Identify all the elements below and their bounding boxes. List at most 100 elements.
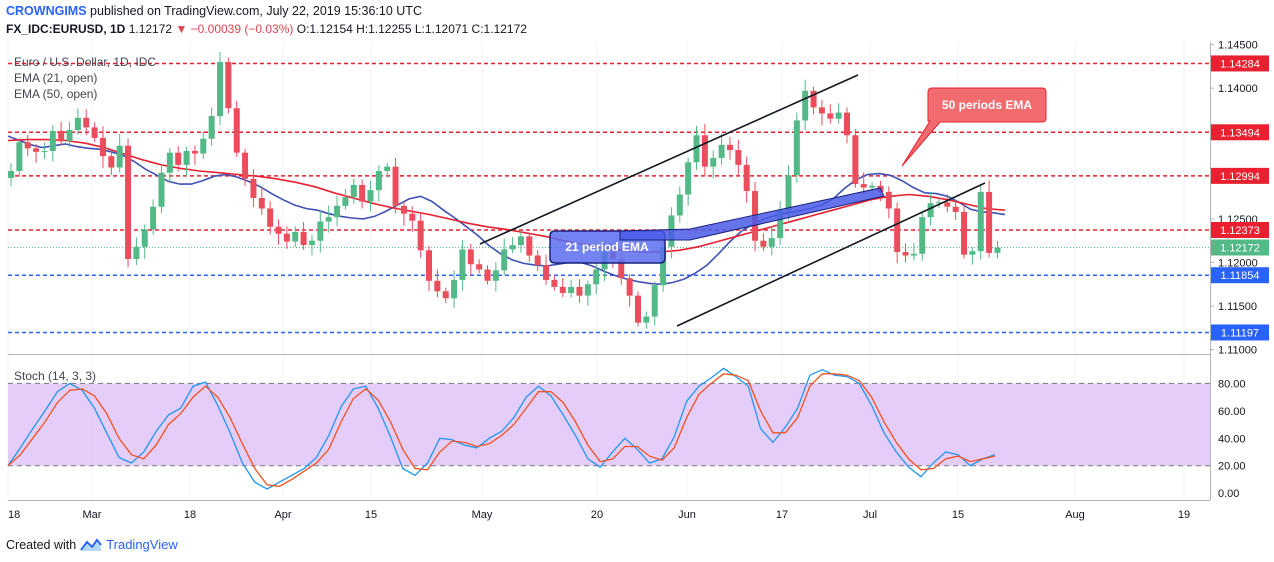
candle bbox=[217, 51, 223, 126]
candle-body bbox=[150, 206, 157, 230]
candle-body bbox=[417, 220, 424, 251]
candle bbox=[651, 281, 658, 326]
candle-body bbox=[760, 240, 767, 247]
price-axis-label: 1.14500 bbox=[1218, 40, 1258, 52]
candle-body bbox=[618, 259, 625, 279]
candle-body bbox=[777, 210, 784, 239]
candle bbox=[885, 186, 892, 219]
candle bbox=[317, 210, 324, 253]
stoch-axis-label: 40.00 bbox=[1218, 433, 1246, 445]
stoch-axis-label: 60.00 bbox=[1218, 406, 1246, 418]
candle-body bbox=[200, 138, 207, 154]
candle bbox=[125, 138, 132, 268]
candle bbox=[191, 145, 198, 165]
candle-body bbox=[191, 150, 198, 154]
candle-body bbox=[785, 175, 792, 211]
candle bbox=[894, 202, 901, 264]
candle bbox=[726, 137, 733, 160]
candle bbox=[409, 206, 416, 232]
candle bbox=[342, 188, 349, 210]
candle bbox=[551, 275, 558, 291]
candle-body bbox=[802, 90, 809, 121]
candle-body bbox=[342, 197, 349, 206]
candle-body bbox=[743, 164, 750, 192]
candle-body bbox=[233, 108, 240, 153]
candle bbox=[16, 137, 23, 177]
time-tick-label: Jul bbox=[863, 509, 877, 521]
candle-body bbox=[250, 178, 257, 198]
stoch-axis-label: 0.00 bbox=[1218, 488, 1239, 500]
candle bbox=[258, 186, 265, 215]
candle bbox=[175, 146, 182, 172]
candle-body bbox=[986, 191, 993, 253]
candle bbox=[576, 279, 583, 303]
candle-body bbox=[568, 286, 575, 293]
candle-body bbox=[910, 253, 917, 256]
time-tick-label: 19 bbox=[1178, 509, 1190, 521]
last-price-label: 1.12172 bbox=[1220, 243, 1260, 255]
candle bbox=[283, 226, 290, 249]
candle bbox=[768, 226, 775, 256]
change-readout: ▼ −0.00039 (−0.03%) bbox=[175, 22, 294, 36]
candle bbox=[225, 57, 232, 114]
resistance-level-label: 1.14284 bbox=[1220, 58, 1260, 70]
author-name[interactable]: CROWNGIMS bbox=[6, 4, 87, 18]
candle bbox=[141, 224, 148, 259]
candle-body bbox=[66, 130, 73, 142]
resistance-level-tag bbox=[1211, 167, 1269, 184]
candle bbox=[91, 122, 98, 142]
time-tick-label: 18 bbox=[184, 509, 196, 521]
candle-body bbox=[810, 90, 817, 108]
candle bbox=[451, 270, 458, 308]
time-tick-label: 20 bbox=[591, 509, 603, 521]
candle-body bbox=[384, 166, 391, 171]
tradingview-logo-icon bbox=[80, 537, 102, 551]
stoch-d-line bbox=[7, 373, 996, 487]
candle bbox=[150, 199, 157, 235]
candle bbox=[384, 163, 391, 178]
candle bbox=[944, 194, 951, 213]
candle bbox=[200, 131, 207, 160]
candle-body bbox=[919, 217, 926, 254]
candle bbox=[292, 226, 299, 248]
candle bbox=[793, 112, 800, 183]
candle-body bbox=[626, 278, 633, 296]
candle-body bbox=[367, 190, 374, 202]
footer-brand[interactable]: TradingView bbox=[106, 537, 178, 552]
candle-body bbox=[58, 130, 65, 142]
channel-lower-line bbox=[676, 182, 986, 327]
footer: Created with TradingView bbox=[6, 537, 178, 552]
candle bbox=[910, 243, 917, 261]
candle bbox=[8, 163, 14, 187]
candle-body bbox=[217, 62, 223, 117]
candle-body bbox=[543, 265, 550, 280]
time-tick-label: 17 bbox=[776, 509, 788, 521]
candle bbox=[710, 150, 717, 179]
time-tick-label: Apr bbox=[274, 509, 291, 521]
candle bbox=[375, 165, 382, 202]
candle bbox=[233, 100, 240, 157]
candle bbox=[626, 274, 633, 307]
candle-body bbox=[467, 249, 474, 265]
candle bbox=[526, 232, 533, 263]
ema50-callout-text: 50 periods EMA bbox=[942, 98, 1032, 112]
candle-body bbox=[359, 184, 366, 202]
time-tick-label: Aug bbox=[1065, 509, 1085, 521]
candle-body bbox=[325, 217, 332, 222]
candle-body bbox=[91, 127, 98, 138]
support-level-tag bbox=[1211, 324, 1269, 341]
candle-body bbox=[818, 107, 825, 114]
price-axis-label: 1.11500 bbox=[1218, 301, 1257, 313]
candle bbox=[242, 148, 249, 186]
candle-body bbox=[451, 279, 458, 299]
candle-body bbox=[334, 205, 341, 218]
candle-body bbox=[961, 211, 968, 255]
candle-body bbox=[526, 236, 533, 256]
resistance-level-tag bbox=[1211, 55, 1269, 72]
candle-body bbox=[434, 280, 441, 292]
candle bbox=[584, 280, 591, 306]
candle-body bbox=[559, 286, 566, 293]
candle bbox=[994, 240, 1001, 259]
candle bbox=[166, 147, 173, 183]
